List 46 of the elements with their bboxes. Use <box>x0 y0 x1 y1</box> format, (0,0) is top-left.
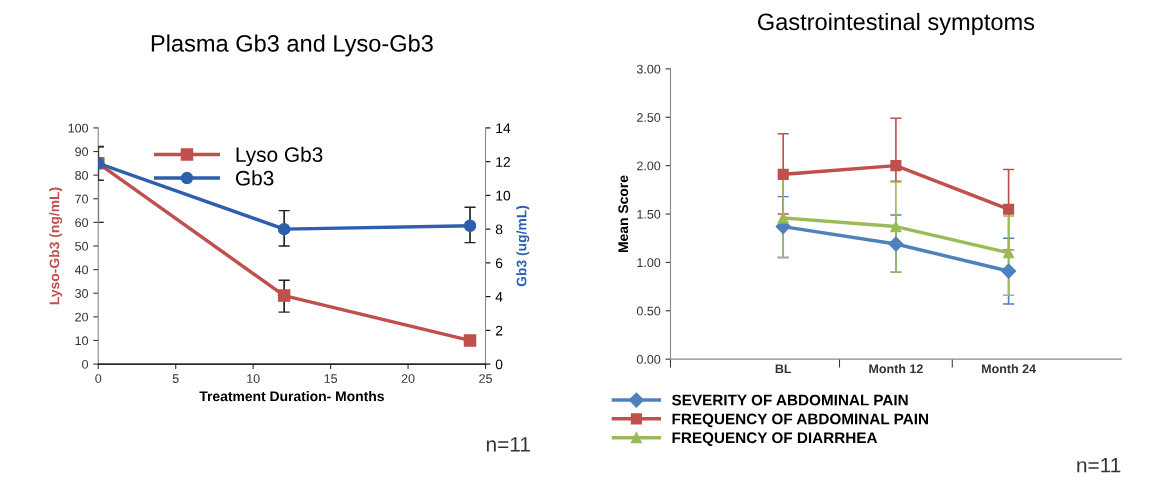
chart-title: Gastrointestinal symptoms <box>758 12 1035 35</box>
x-tick-label: 25 <box>479 374 492 383</box>
legend-label: Gb3 <box>235 170 274 186</box>
x-tick-label: Month 24 <box>982 364 1036 374</box>
legend-label: SEVERITY OF ABDOMINAL PAIN <box>671 394 908 406</box>
x-axis-title: Treatment Duration- Months <box>199 391 384 402</box>
y-tick-label: 90 <box>75 147 89 157</box>
y-tick-label: 10 <box>75 336 89 346</box>
y-tick-label: 3.00 <box>636 64 661 74</box>
y2-tick-label: 14 <box>496 123 511 133</box>
x-tick-label: 20 <box>401 374 415 383</box>
legend-label: FREQUENCY OF DIARRHEA <box>672 432 878 447</box>
x-tick-label: 0 <box>95 374 102 383</box>
y2-tick-label: 10 <box>496 190 511 201</box>
y-axis-title: Lyso-Gb3 (ng/mL) <box>49 187 63 305</box>
y-tick-label: 1.50 <box>637 209 661 219</box>
y-tick-label: 2.00 <box>637 161 661 171</box>
y2-axis-title: Gb3 (ug/mL) <box>516 205 530 287</box>
x-tick-label: 15 <box>324 374 338 383</box>
legend-label: FREQUENCY OF ABDOMINAL PAIN <box>672 413 928 428</box>
y-tick-label: 0.50 <box>636 306 661 316</box>
x-tick-label: BL <box>775 364 792 374</box>
y-tick-label: 60 <box>75 218 89 228</box>
y-axis-title: Mean Score <box>618 175 629 253</box>
y-tick-label: 100 <box>68 123 89 133</box>
y-tick-label: 0.00 <box>636 354 661 364</box>
y-tick-label: 2.50 <box>637 113 661 122</box>
x-tick-label: Month 12 <box>869 364 923 374</box>
y2-tick-label: 6 <box>495 258 503 269</box>
y-tick-label: 80 <box>75 170 89 180</box>
y-tick-label: 20 <box>75 312 89 322</box>
chart-title: Plasma Gb3 and Lyso-Gb3 <box>151 34 433 57</box>
text: n=11 <box>1077 458 1121 473</box>
x-tick-label: 5 <box>172 374 179 383</box>
text: n=11 <box>486 437 530 452</box>
x-tick-label: 10 <box>247 374 260 383</box>
legend-label: Lyso Gb3 <box>236 146 323 167</box>
y-tick-label: 50 <box>75 241 89 251</box>
y-tick-label: 30 <box>75 289 89 298</box>
y2-tick-label: 8 <box>495 224 503 235</box>
y2-tick-label: 2 <box>495 325 503 336</box>
y-tick-label: 70 <box>75 194 89 204</box>
y2-tick-label: 12 <box>496 156 510 167</box>
y-tick-label: 1.00 <box>637 258 661 268</box>
y2-tick-label: 4 <box>495 292 503 302</box>
y-tick-label: 40 <box>74 265 89 275</box>
